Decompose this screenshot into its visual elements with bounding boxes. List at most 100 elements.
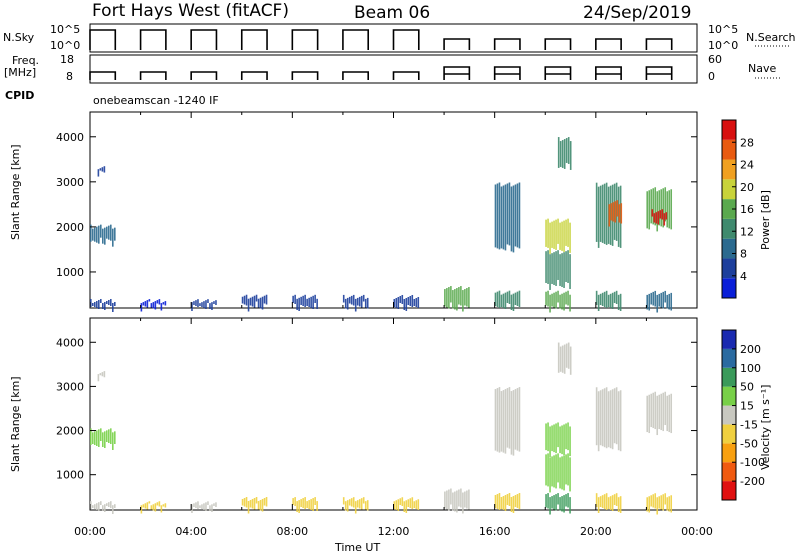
velocity-echo-streak <box>112 432 114 450</box>
velocity-echo-streak <box>395 500 398 510</box>
velocity-echo-streak <box>257 501 260 510</box>
power-echo-streak <box>561 140 564 168</box>
power-echo-streak <box>666 191 669 228</box>
nsky-trace <box>392 29 420 50</box>
power-y-tick-label: 2000 <box>56 221 84 234</box>
power-echo-streak <box>567 250 569 283</box>
power-echo-streak <box>616 200 619 217</box>
velocity-colorbar-segment <box>722 405 736 425</box>
power-echo-streak <box>205 300 207 309</box>
x-axis-label: Time UT <box>335 541 381 554</box>
power-echo-streak <box>510 294 513 310</box>
power-echo-streak <box>553 220 555 249</box>
power-y-tick-label: 1000 <box>56 266 84 279</box>
power-echo-streak <box>300 296 302 305</box>
velocity-colorbar-tick-label: -100 <box>740 456 765 469</box>
power-echo-streak <box>567 290 569 306</box>
velocity-echo-streak <box>314 497 316 505</box>
power-echo-streak <box>597 294 600 311</box>
velocity-echo-streak <box>152 504 155 511</box>
velocity-echo-streak <box>205 502 207 511</box>
power-echo-streak <box>559 254 561 286</box>
power-echo-streak <box>409 295 412 306</box>
velocity-echo-streak <box>567 342 570 369</box>
velocity-echo-region <box>90 501 116 514</box>
velocity-echo-streak <box>549 457 551 493</box>
velocity-echo-streak <box>106 430 108 442</box>
power-echo-streak <box>450 286 452 303</box>
power-echo-region <box>494 290 521 311</box>
power-echo-streak <box>454 289 456 310</box>
power-echo-streak <box>660 292 663 308</box>
power-echo-streak <box>411 294 414 307</box>
power-echo-streak <box>102 302 104 309</box>
power-echo-streak <box>96 226 98 243</box>
velocity-echo-streak <box>666 497 669 511</box>
velocity-echo-streak <box>660 393 663 431</box>
velocity-echo-streak <box>403 501 406 512</box>
power-colorbar-segment <box>722 120 736 140</box>
velocity-echo-region <box>545 453 571 493</box>
velocity-colorbar-segment <box>722 481 736 500</box>
velocity-y-axis-label: Slant Range [km] <box>9 376 22 472</box>
velocity-echo-streak <box>195 502 197 508</box>
velocity-echo-streak <box>96 503 98 510</box>
velocity-echo-streak <box>108 429 110 443</box>
power-echo-streak <box>504 184 507 251</box>
velocity-echo-streak <box>94 504 96 509</box>
power-echo-streak <box>612 202 615 222</box>
power-echo-streak <box>197 299 199 307</box>
x-tick-label: 20:00 <box>580 525 612 538</box>
power-echo-streak <box>609 293 612 308</box>
power-echo-region <box>342 294 369 312</box>
velocity-echo-streak <box>595 493 598 507</box>
velocity-echo-region <box>595 387 622 452</box>
velocity-echo-streak <box>597 497 600 513</box>
power-echo-streak <box>415 297 418 307</box>
velocity-echo-streak <box>247 501 250 514</box>
x-tick-label: 16:00 <box>479 525 511 538</box>
power-echo-streak <box>547 290 549 307</box>
power-echo-streak <box>104 227 106 245</box>
velocity-echo-streak <box>605 493 608 510</box>
freq-trace <box>291 71 319 80</box>
power-echo-streak <box>652 188 655 225</box>
power-echo-streak <box>110 298 112 306</box>
power-colorbar-segment <box>722 278 736 298</box>
velocity-echo-streak <box>102 432 104 447</box>
cpid-label: CPID <box>5 89 35 102</box>
power-echo-streak <box>452 290 454 309</box>
power-echo-streak <box>393 298 396 307</box>
velocity-echo-streak <box>555 494 557 511</box>
velocity-colorbar-segment <box>722 424 736 444</box>
velocity-echo-region <box>494 493 521 513</box>
power-echo-streak <box>665 212 668 220</box>
power-echo-streak <box>518 290 521 307</box>
velocity-echo-streak <box>494 389 497 451</box>
power-echo-streak <box>553 252 555 285</box>
power-echo-streak <box>557 137 560 168</box>
velocity-echo-streak <box>296 501 298 512</box>
velocity-echo-streak <box>312 498 314 511</box>
power-colorbar-tick-label: 24 <box>740 159 754 172</box>
velocity-echo-streak <box>148 501 151 504</box>
power-echo-streak <box>100 298 102 303</box>
power-echo-streak <box>666 294 669 309</box>
power-echo-streak <box>154 301 157 310</box>
power-echo-streak <box>397 296 400 309</box>
power-echo-streak <box>456 288 458 311</box>
velocity-echo-streak <box>561 456 563 490</box>
velocity-echo-streak <box>417 499 420 510</box>
power-echo-streak <box>296 298 298 310</box>
power-echo-streak <box>603 183 606 244</box>
power-echo-streak <box>658 190 661 226</box>
power-echo-streak <box>670 189 673 230</box>
power-echo-streak <box>403 298 406 310</box>
power-echo-streak <box>545 251 547 283</box>
velocity-echo-streak <box>454 491 456 512</box>
velocity-colorbar-segment <box>722 367 736 387</box>
power-echo-streak <box>94 227 96 242</box>
velocity-echo-streak <box>569 457 571 492</box>
power-echo-streak <box>553 292 555 308</box>
velocity-echo-streak <box>561 496 563 512</box>
